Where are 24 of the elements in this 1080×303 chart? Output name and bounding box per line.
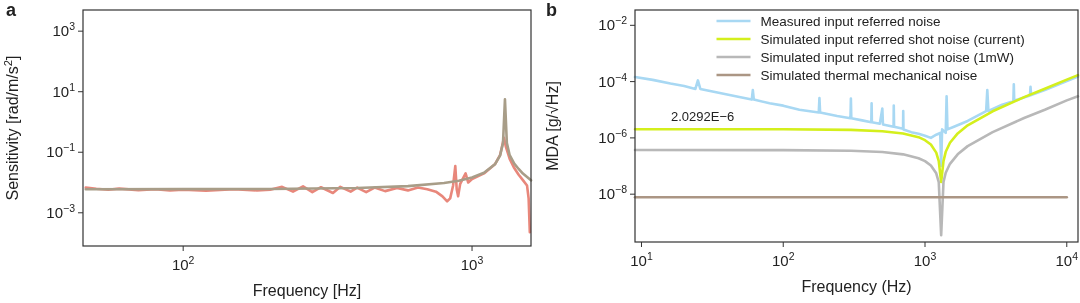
y-tick-label: 10$^{−8}$ bbox=[598, 183, 628, 203]
chart-title: b bbox=[546, 0, 557, 20]
legend-label: Simulated input referred shot noise (1mW) bbox=[760, 50, 1015, 65]
x-tick-label: 10$^{3}$ bbox=[913, 250, 937, 269]
x-tick-label: 10$^{2}$ bbox=[171, 254, 195, 273]
x-axis-title: Frequency [Hz] bbox=[252, 282, 362, 299]
x-tick-label: 10$^{2}$ bbox=[771, 250, 795, 269]
x-tick-label: 10$^{1}$ bbox=[630, 250, 653, 269]
legend-label: Simulated input referred shot noise (current) bbox=[760, 32, 1025, 47]
x-axis-title: Frequency (Hz) bbox=[801, 278, 912, 295]
y-tick-label: 10$^{−6}$ bbox=[598, 126, 628, 146]
y-tick-label: 10$^{1}$ bbox=[52, 80, 76, 100]
y-tick-label: 10$^{3}$ bbox=[52, 20, 76, 40]
y-axis-title: MDA [g/√Hz] bbox=[544, 81, 561, 171]
y-tick-label: 10$^{−4}$ bbox=[598, 70, 628, 90]
chart-title: a bbox=[6, 0, 17, 20]
x-tick-label: 10$^{3}$ bbox=[460, 254, 484, 273]
annotation: 2.0292E−6 bbox=[671, 109, 735, 125]
legend-label: Measured input referred noise bbox=[760, 14, 941, 29]
x-tick-label: 10$^{4}$ bbox=[1055, 250, 1079, 269]
y-tick-label: 10$^{−2}$ bbox=[598, 14, 628, 34]
y-tick-label: 10$^{−1}$ bbox=[46, 141, 76, 161]
legend-label: Simulated thermal mechanical noise bbox=[760, 68, 978, 83]
y-tick-label: 10$^{−3}$ bbox=[46, 201, 76, 221]
